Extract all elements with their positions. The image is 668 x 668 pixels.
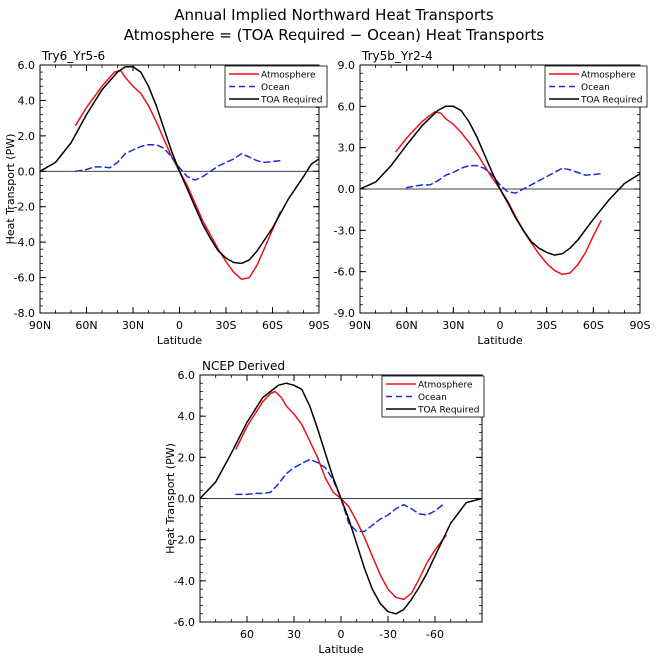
y-tick-label: 6.0 (338, 100, 356, 113)
y-tick-label: 0.0 (338, 183, 356, 196)
x-tick-label: 60N (75, 319, 97, 332)
y-axis-label: Heat Transport (PW) (164, 443, 177, 554)
x-tick-label: 0 (338, 628, 345, 641)
y-tick-label: 4.0 (178, 410, 196, 423)
panel-title: Try6_Yr5-6 (41, 49, 105, 63)
series-line-atmosphere (235, 390, 447, 601)
y-tick-label: 0.0 (178, 493, 196, 506)
legend-label-toa-required: TOA Required (260, 96, 323, 106)
y-tick-label: -6.0 (14, 272, 35, 285)
x-tick-label: 30 (287, 628, 301, 641)
y-tick-label: -6.0 (174, 616, 195, 629)
y-tick-label: 4.0 (18, 94, 36, 107)
x-tick-label: 60N (396, 319, 418, 332)
x-tick-label: 0 (497, 319, 504, 332)
y-tick-label: 6.0 (178, 369, 196, 382)
y-tick-label: -3.0 (334, 224, 355, 237)
legend-label-ocean: Ocean (261, 83, 290, 93)
x-axis-label: Latitude (477, 334, 523, 347)
x-axis-label: Latitude (318, 643, 364, 656)
chart-panel-ncep: NCEP Derived 6.0 4.0 2.0 0.0 -2.0 -4.0 -6.0 60 30… (164, 359, 485, 656)
panel-title: NCEP Derived (202, 359, 285, 373)
y-tick-label: -2.0 (14, 201, 35, 214)
x-tick-label: 60 (240, 628, 254, 641)
y-tick-label: -2.0 (174, 534, 195, 547)
y-tick-label: 3.0 (338, 142, 356, 155)
series-line-ocean (405, 164, 602, 194)
y-tick-label: 9.0 (338, 59, 356, 72)
legend-label-ocean: Ocean (418, 393, 447, 403)
series-line-toa-required (360, 105, 640, 256)
x-tick-label: 30N (442, 319, 464, 332)
y-tick-label: -6.0 (334, 266, 355, 279)
x-tick-label: 0 (176, 319, 183, 332)
y-tick-label: -8.0 (14, 307, 35, 320)
series-line-atmosphere (395, 111, 602, 276)
series-line-toa-required (200, 382, 482, 615)
y-tick-label: 6.0 (18, 59, 36, 72)
panel-title: Try5b_Yr2-4 (361, 49, 433, 63)
legend-label-atmosphere: Atmosphere (418, 381, 473, 391)
x-tick-label: 90S (309, 319, 330, 332)
y-tick-label: 2.0 (18, 130, 36, 143)
chart-panel-try6: Try6_Yr5-66.04.02.00.0-2.0-4.0-6.0-8.090… (4, 49, 330, 347)
y-tick-label: -4.0 (174, 575, 195, 588)
x-tick-label: 90N (29, 319, 51, 332)
x-tick-label: -60 (426, 628, 444, 641)
y-tick-label: -4.0 (14, 236, 35, 249)
x-tick-label: 30S (536, 319, 557, 332)
y-tick-label: 2.0 (178, 451, 196, 464)
figure-title-line-1: Annual Implied Northward Heat Transports (174, 6, 494, 24)
y-axis-label: Heat Transport (PW) (4, 134, 17, 245)
legend-label-toa-required: TOA Required (417, 406, 480, 416)
legend-label-ocean: Ocean (581, 83, 610, 93)
x-tick-label: 90N (349, 319, 371, 332)
legend-label-atmosphere: Atmosphere (261, 71, 316, 81)
y-tick-label: 0.0 (18, 165, 36, 178)
x-axis-label: Latitude (157, 334, 203, 347)
x-tick-label: 30N (122, 319, 144, 332)
series-line-toa-required (40, 66, 319, 265)
x-tick-label: 60S (262, 319, 283, 332)
x-tick-label: 60S (583, 319, 604, 332)
legend-label-toa-required: TOA Required (580, 96, 643, 106)
x-tick-label: 90S (630, 319, 651, 332)
figure-title-line-2: Atmosphere = (TOA Required − Ocean) Heat… (124, 26, 545, 44)
x-tick-label: -30 (379, 628, 397, 641)
x-tick-label: 30S (216, 319, 237, 332)
series-line-ocean (74, 143, 282, 181)
legend-label-atmosphere: Atmosphere (581, 71, 636, 81)
y-tick-label: -9.0 (334, 307, 355, 320)
